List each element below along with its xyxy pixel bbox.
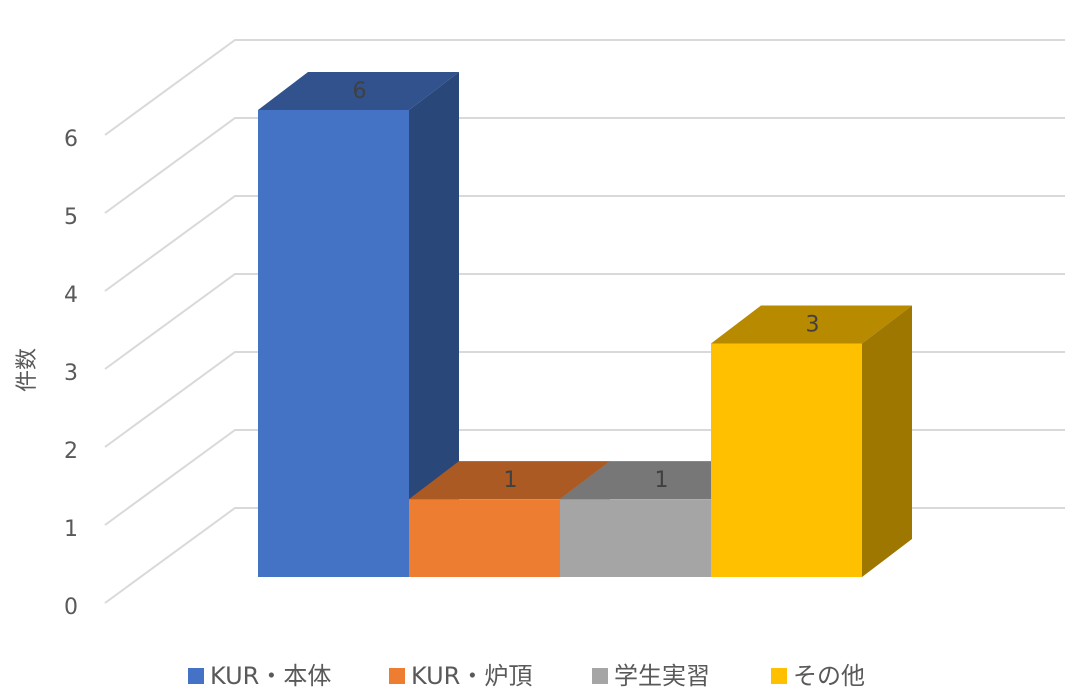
y-tick-label: 4	[64, 283, 78, 308]
y-tick-label: 3	[64, 361, 78, 386]
grid-line	[104, 351, 1065, 448]
legend-label: KUR・炉頂	[411, 662, 532, 690]
bar	[258, 110, 409, 577]
legend-label: 学生実習	[614, 662, 710, 690]
bar-side	[862, 305, 912, 577]
legend-label: その他	[793, 662, 865, 690]
legend-swatch	[188, 668, 204, 684]
legend-label: KUR・本体	[210, 662, 331, 690]
bar-top	[711, 305, 912, 344]
grid-line	[104, 39, 1065, 136]
y-tick-label: 6	[64, 127, 78, 152]
grid-line	[104, 195, 1065, 292]
legend-swatch	[389, 668, 405, 684]
y-tick-label: 0	[64, 595, 78, 620]
bar	[409, 499, 560, 577]
bar-top	[560, 461, 761, 500]
y-axis-title: 件数	[15, 348, 40, 392]
grid-line	[104, 117, 1065, 214]
bar	[560, 499, 711, 577]
bar-top	[258, 72, 459, 110]
bar	[711, 343, 862, 577]
legend-swatch	[771, 668, 787, 684]
y-tick-label: 2	[64, 439, 78, 464]
y-tick-label: 5	[64, 205, 78, 230]
data-label: 1	[504, 468, 518, 493]
grid-line	[104, 273, 1065, 370]
legend-swatch	[592, 668, 608, 684]
y-tick-label: 1	[64, 517, 78, 542]
bar-top	[409, 461, 610, 500]
data-label: 6	[353, 79, 367, 104]
bar-side	[409, 72, 459, 577]
data-label: 3	[806, 313, 820, 338]
data-label: 1	[655, 468, 669, 493]
